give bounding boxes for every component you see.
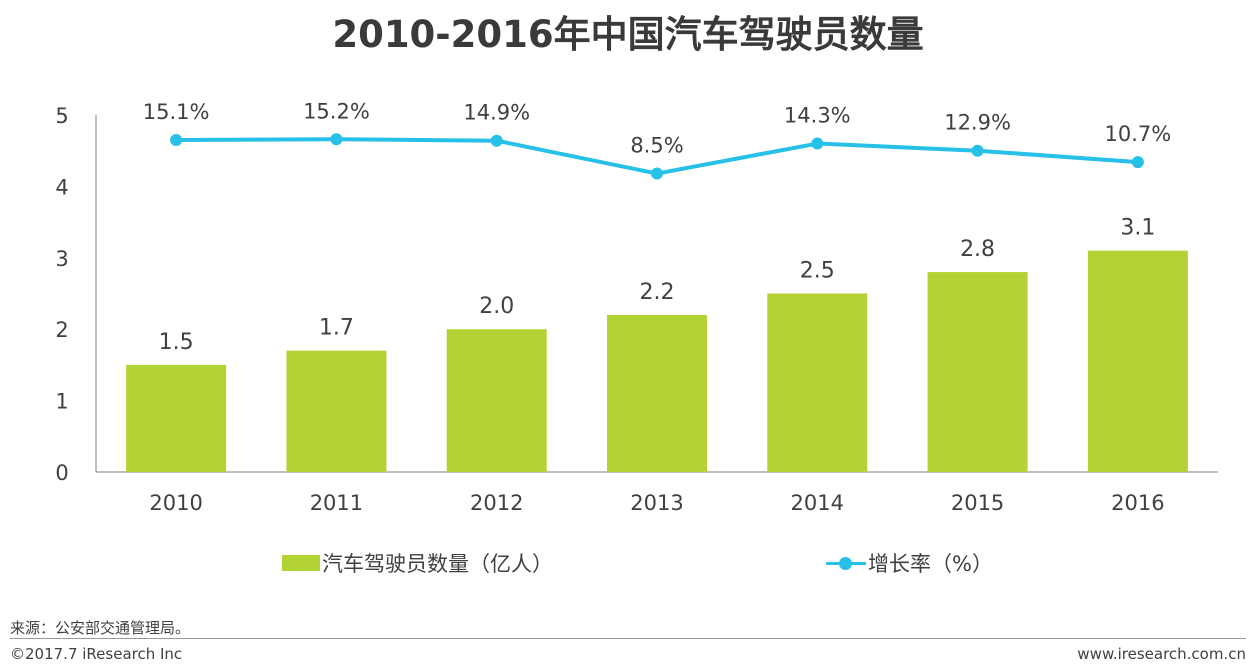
bar-series: 1.5 1.7 2.0 2.2 2.5 2.8 3.1 [126,216,1188,472]
bar-value-label: 2.2 [640,280,675,305]
legend-item-bar: 汽车驾驶员数量（亿人） [282,548,553,578]
bar-value-label: 1.5 [159,330,194,355]
line-point [490,134,503,147]
source-note: 来源：公安部交通管理局。 [10,619,191,637]
x-tick-label: 2016 [1111,491,1164,515]
bar [1087,250,1188,472]
bar [126,364,227,472]
line-point [971,144,984,157]
x-tick-label: 2010 [149,491,202,515]
bar [927,272,1028,472]
line-value-label: 15.2% [303,99,370,123]
y-tick-label: 4 [55,175,68,199]
bar-value-label: 2.0 [479,294,514,319]
line-point [330,133,343,146]
bar [607,314,707,472]
y-tick-label: 3 [55,247,68,271]
line-value-label: 14.9% [463,101,530,125]
bar-value-label: 1.7 [319,316,354,341]
legend-bar-label: 汽车驾驶员数量（亿人） [322,552,553,576]
footer-divider [10,638,1246,639]
line-point [651,167,663,180]
y-tick-label: 2 [55,318,68,342]
legend-bar-swatch [282,555,320,571]
line-point [170,133,183,146]
legend-line-label: 增长率（%） [868,552,993,576]
line-value-label: 10.7% [1104,122,1171,146]
x-tick-label: 2015 [951,491,1004,515]
line-value-label: 8.5% [630,134,683,158]
y-tick-label: 5 [55,104,68,128]
bar [446,329,547,472]
y-tick-label: 0 [55,461,68,485]
y-tick-label: 1 [55,390,68,414]
y-axis: 0 1 2 3 4 5 [55,104,97,485]
x-axis: 2010 2011 2012 2013 2014 2015 2016 [96,471,1218,515]
line-point [811,137,824,150]
bar [286,350,387,472]
x-tick-label: 2014 [791,491,844,515]
copyright: ©2017.7 iResearch Inc [10,645,183,663]
website: www.iresearch.com.cn [1077,645,1246,663]
x-tick-label: 2012 [470,491,523,515]
x-tick-label: 2011 [310,491,363,515]
chart-title: 2010-2016年中国汽车驾驶员数量 [332,13,924,56]
line-point [1131,156,1144,169]
line-value-label: 14.3% [784,104,851,128]
line-series: 15.1% 15.2% 14.9% 8.5% 14.3% 12.9% 10.7% [143,99,1171,180]
bar [767,293,868,472]
legend-item-line: 增长率（%） [826,548,993,578]
bar-value-label: 2.8 [960,237,995,262]
bar-value-label: 3.1 [1120,216,1155,241]
line-value-label: 15.1% [143,100,210,124]
bar-value-label: 2.5 [800,259,835,284]
line-value-label: 12.9% [944,111,1011,135]
legend-line-swatch [826,555,866,571]
x-tick-label: 2013 [630,491,683,515]
